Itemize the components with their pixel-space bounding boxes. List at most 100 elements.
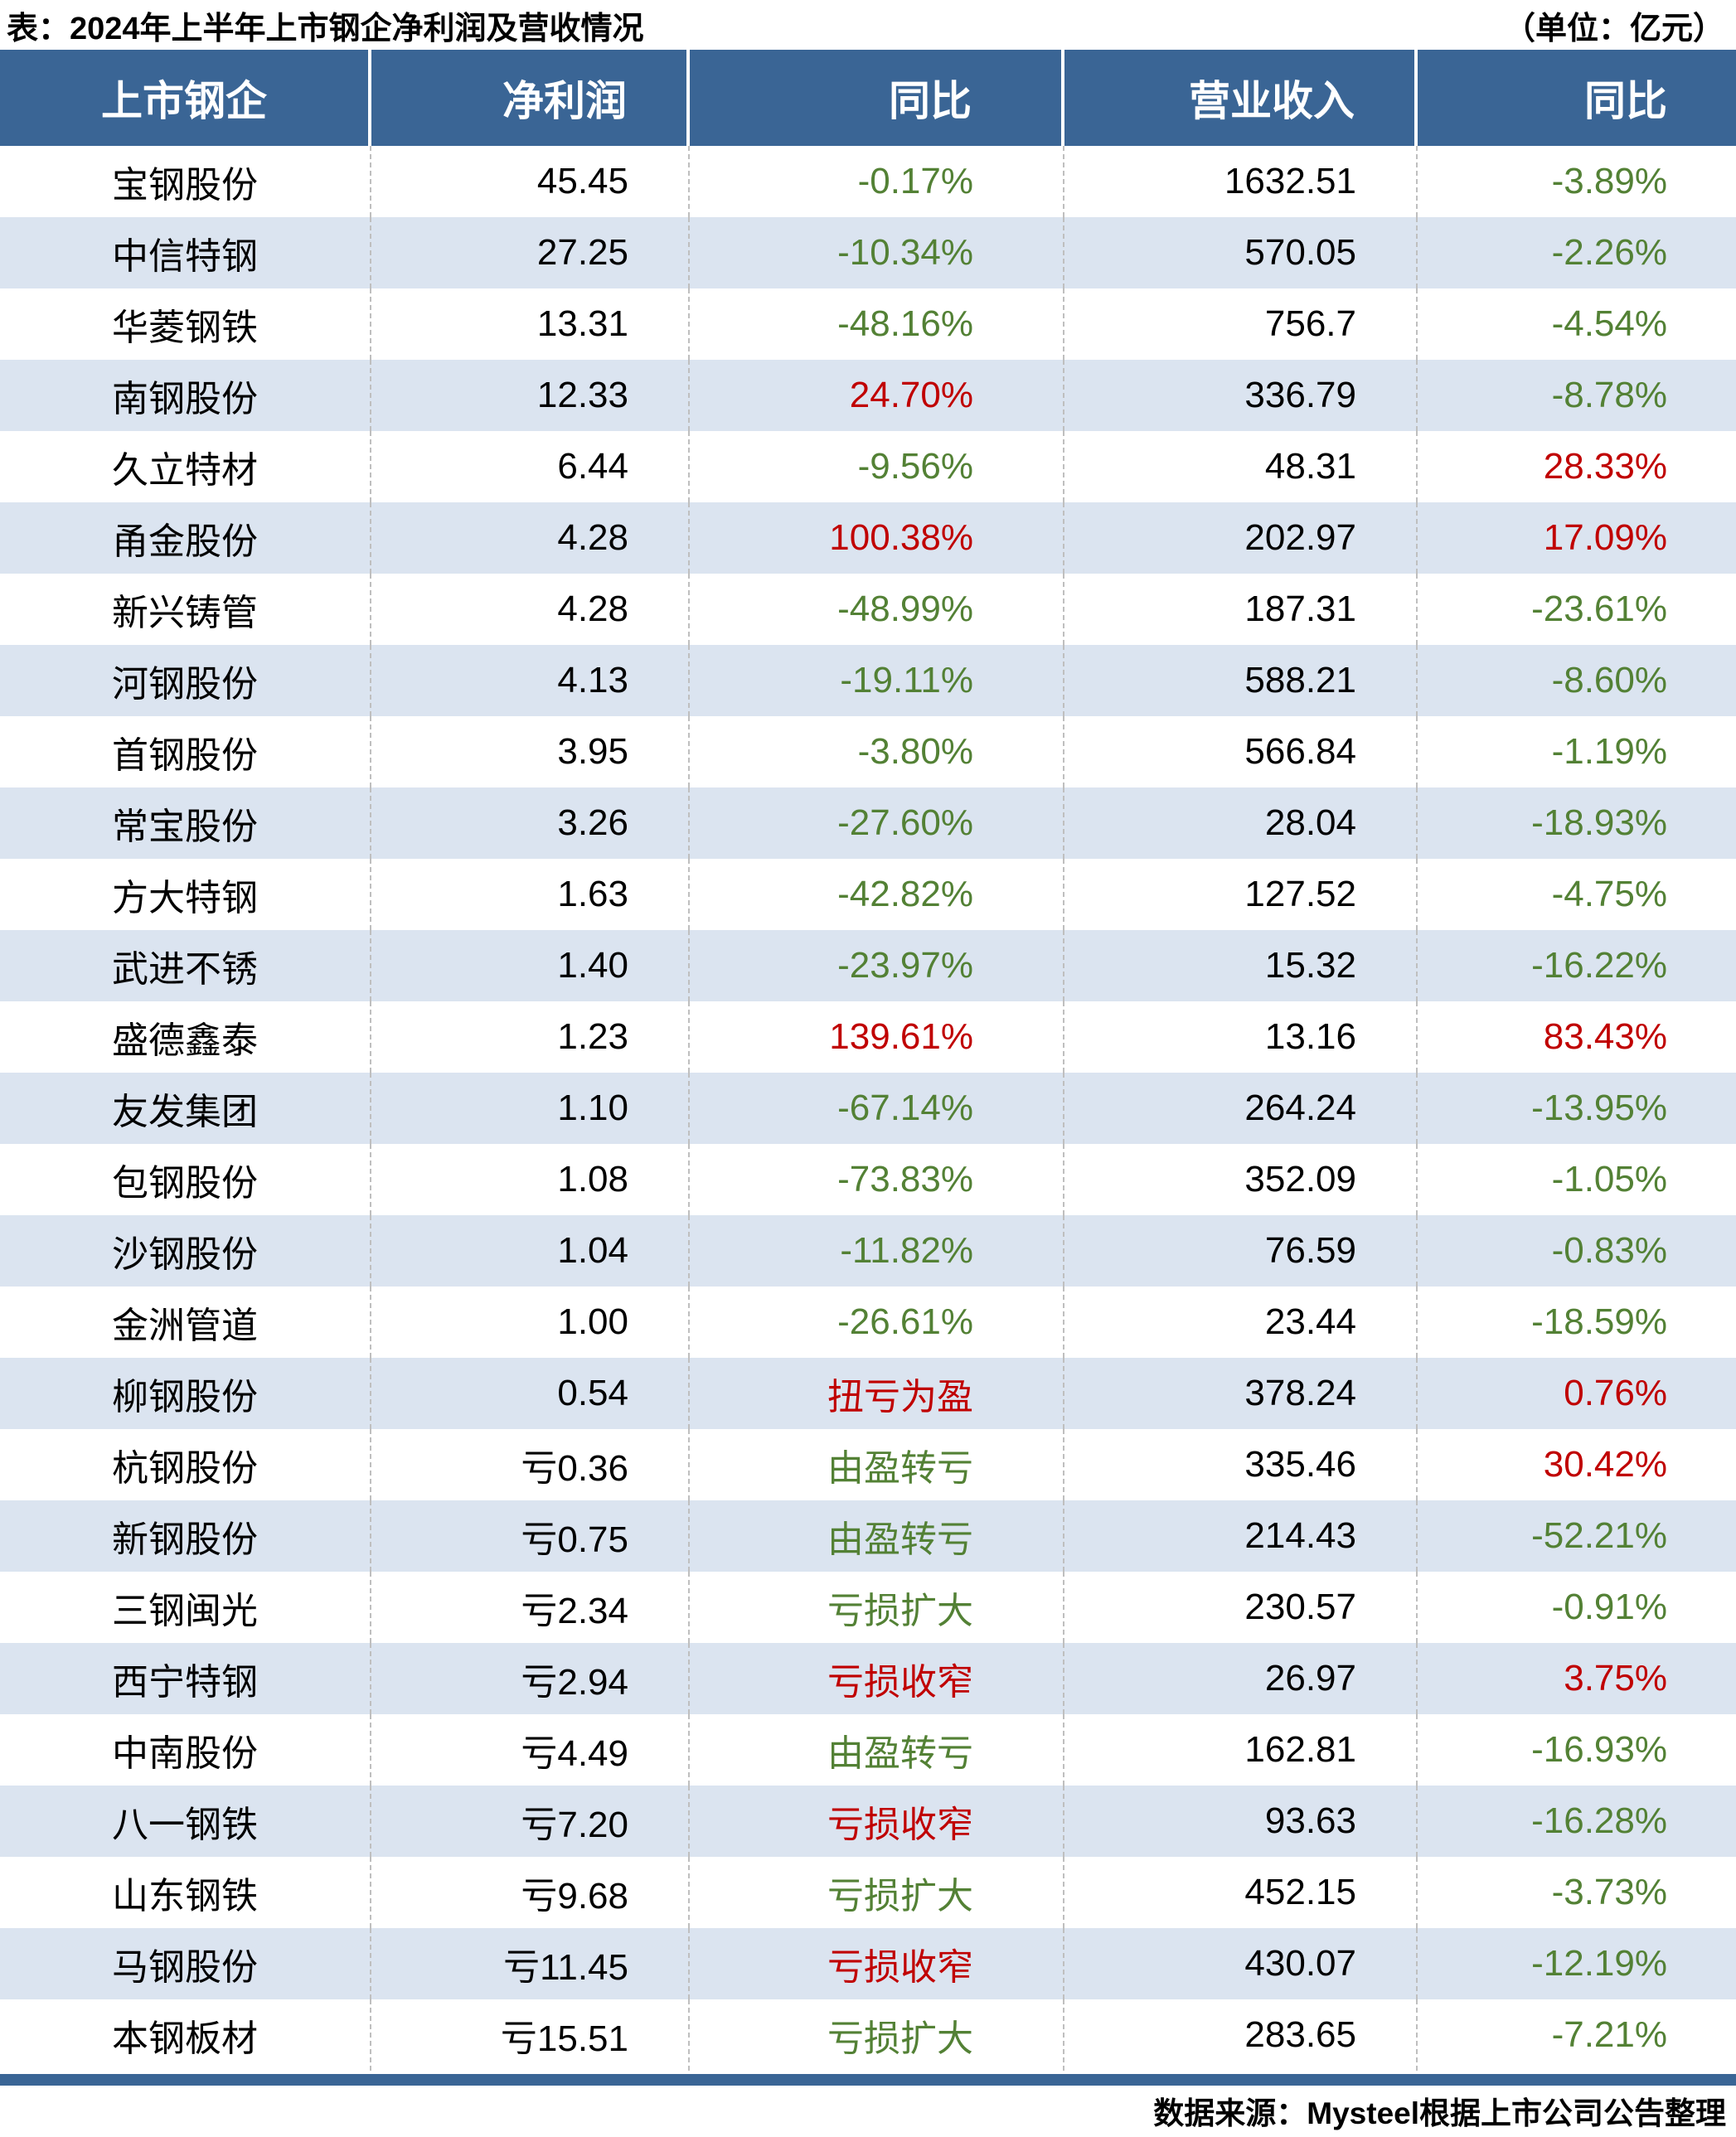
net-profit-cell: 亏2.94 (371, 1643, 690, 1714)
company-cell: 三钢闽光 (0, 1572, 371, 1643)
table-row: 常宝股份 3.26 -27.60% 28.04 -18.93% (0, 787, 1736, 859)
table-row: 三钢闽光 亏2.34 亏损扩大 230.57 -0.91% (0, 1572, 1736, 1643)
table-row: 杭钢股份 亏0.36 由盈转亏 335.46 30.42% (0, 1429, 1736, 1500)
revenue-cell: 352.09 (1064, 1144, 1418, 1215)
revenue-yoy-cell: -12.19% (1531, 1943, 1667, 1984)
company-cell: 宝钢股份 (0, 146, 371, 217)
table-row: 中信特钢 27.25 -10.34% 570.05 -2.26% (0, 217, 1736, 288)
net-profit-cell: 1.04 (371, 1215, 690, 1287)
unit-label: （单位：亿元） (1503, 11, 1724, 46)
net-profit-yoy-cell: 100.38% (690, 502, 1064, 574)
net-profit-yoy-cell: -19.11% (690, 645, 1064, 716)
company-cell: 久立特材 (0, 431, 371, 502)
net-profit-cell: 4.13 (371, 645, 690, 716)
table-row: 金洲管道 1.00 -26.61% 23.44 -18.59% (0, 1287, 1736, 1358)
net-profit-yoy-cell: -10.34% (690, 217, 1064, 288)
net-profit-yoy-cell: -0.17% (690, 146, 1064, 217)
revenue-yoy-cell: 3.75% (1564, 1658, 1667, 1698)
company-cell: 中南股份 (0, 1714, 371, 1786)
revenue-yoy-cell: -1.19% (1551, 731, 1667, 772)
company-cell: 马钢股份 (0, 1928, 371, 1999)
table-row: 柳钢股份 0.54 扭亏为盈 378.24 0.76% (0, 1358, 1736, 1429)
revenue-yoy-cell: -2.26% (1551, 232, 1667, 273)
revenue-yoy-cell: -0.91% (1551, 1587, 1667, 1627)
revenue-yoy-cell: -4.75% (1551, 874, 1667, 914)
net-profit-cell: 27.25 (371, 217, 690, 288)
net-profit-yoy-cell: -23.97% (690, 930, 1064, 1001)
revenue-cell: 335.46 (1064, 1429, 1418, 1500)
net-profit-yoy-cell: 亏损扩大 (690, 1572, 1064, 1643)
company-cell: 方大特钢 (0, 859, 371, 930)
revenue-cell: 1632.51 (1064, 146, 1418, 217)
revenue-yoy-cell: -8.78% (1551, 375, 1667, 415)
net-profit-yoy-cell: -48.16% (690, 288, 1064, 360)
revenue-cell: 127.52 (1064, 859, 1418, 930)
title-bar: 表：2024年上半年上市钢企净利润及营收情况 （单位：亿元） (0, 0, 1736, 50)
table-row: 本钢板材 亏15.51 亏损扩大 283.65 -7.21% (0, 1999, 1736, 2071)
revenue-yoy-cell: 17.09% (1543, 517, 1667, 558)
net-profit-yoy-cell: 扭亏为盈 (690, 1358, 1064, 1429)
net-profit-cell: 1.10 (371, 1073, 690, 1144)
net-profit-cell: 亏0.75 (371, 1500, 690, 1572)
net-profit-yoy-cell: -42.82% (690, 859, 1064, 930)
company-cell: 包钢股份 (0, 1144, 371, 1215)
net-profit-yoy-cell: -27.60% (690, 787, 1064, 859)
revenue-yoy-cell: -3.73% (1551, 1872, 1667, 1912)
revenue-yoy-cell: -7.21% (1551, 2014, 1667, 2055)
net-profit-cell: 亏11.45 (371, 1928, 690, 1999)
company-cell: 武进不锈 (0, 930, 371, 1001)
company-cell: 中信特钢 (0, 217, 371, 288)
revenue-cell: 13.16 (1064, 1001, 1418, 1073)
net-profit-yoy-cell: -26.61% (690, 1287, 1064, 1358)
revenue-yoy-cell: -18.59% (1531, 1301, 1667, 1342)
footer-bar (0, 2074, 1736, 2086)
company-cell: 新兴铸管 (0, 574, 371, 645)
revenue-yoy-cell: -16.28% (1531, 1800, 1667, 1841)
table-row: 马钢股份 亏11.45 亏损收窄 430.07 -12.19% (0, 1928, 1736, 1999)
table-body: 宝钢股份 45.45 -0.17% 1632.51 -3.89% 中信特钢 27… (0, 146, 1736, 2071)
net-profit-cell: 0.54 (371, 1358, 690, 1429)
revenue-yoy-cell: -23.61% (1531, 589, 1667, 629)
revenue-yoy-cell: 83.43% (1543, 1016, 1667, 1057)
table-row: 新钢股份 亏0.75 由盈转亏 214.43 -52.21% (0, 1500, 1736, 1572)
company-cell: 山东钢铁 (0, 1857, 371, 1928)
company-cell: 盛德鑫泰 (0, 1001, 371, 1073)
revenue-yoy-cell: -0.83% (1551, 1230, 1667, 1271)
table-row: 河钢股份 4.13 -19.11% 588.21 -8.60% (0, 645, 1736, 716)
net-profit-cell: 1.23 (371, 1001, 690, 1073)
revenue-cell: 26.97 (1064, 1643, 1418, 1714)
revenue-cell: 756.7 (1064, 288, 1418, 360)
table-row: 南钢股份 12.33 24.70% 336.79 -8.78% (0, 360, 1736, 431)
company-cell: 新钢股份 (0, 1500, 371, 1572)
net-profit-yoy-cell: 24.70% (690, 360, 1064, 431)
net-profit-yoy-cell: 亏损扩大 (690, 1857, 1064, 1928)
company-cell: 首钢股份 (0, 716, 371, 787)
table-row: 山东钢铁 亏9.68 亏损扩大 452.15 -3.73% (0, 1857, 1736, 1928)
net-profit-cell: 亏15.51 (371, 1999, 690, 2071)
net-profit-cell: 1.00 (371, 1287, 690, 1358)
revenue-cell: 452.15 (1064, 1857, 1418, 1928)
company-cell: 常宝股份 (0, 787, 371, 859)
net-profit-yoy-cell: 139.61% (690, 1001, 1064, 1073)
net-profit-yoy-cell: 亏损收窄 (690, 1643, 1064, 1714)
net-profit-yoy-cell: -67.14% (690, 1073, 1064, 1144)
revenue-cell: 187.31 (1064, 574, 1418, 645)
revenue-cell: 264.24 (1064, 1073, 1418, 1144)
net-profit-yoy-cell: 由盈转亏 (690, 1500, 1064, 1572)
company-cell: 华菱钢铁 (0, 288, 371, 360)
table-row: 方大特钢 1.63 -42.82% 127.52 -4.75% (0, 859, 1736, 930)
data-source-text: 数据来源：Mysteel根据上市公司公告整理 (1153, 2096, 1726, 2130)
table-row: 华菱钢铁 13.31 -48.16% 756.7 -4.54% (0, 288, 1736, 360)
table-row: 包钢股份 1.08 -73.83% 352.09 -1.05% (0, 1144, 1736, 1215)
revenue-cell: 23.44 (1064, 1287, 1418, 1358)
net-profit-cell: 亏7.20 (371, 1786, 690, 1857)
revenue-cell: 588.21 (1064, 645, 1418, 716)
net-profit-cell: 4.28 (371, 502, 690, 574)
net-profit-yoy-cell: 亏损收窄 (690, 1786, 1064, 1857)
header-net-profit-yoy: 同比 (690, 50, 1064, 146)
company-cell: 杭钢股份 (0, 1429, 371, 1500)
revenue-cell: 28.04 (1064, 787, 1418, 859)
table-row: 首钢股份 3.95 -3.80% 566.84 -1.19% (0, 716, 1736, 787)
revenue-cell: 76.59 (1064, 1215, 1418, 1287)
